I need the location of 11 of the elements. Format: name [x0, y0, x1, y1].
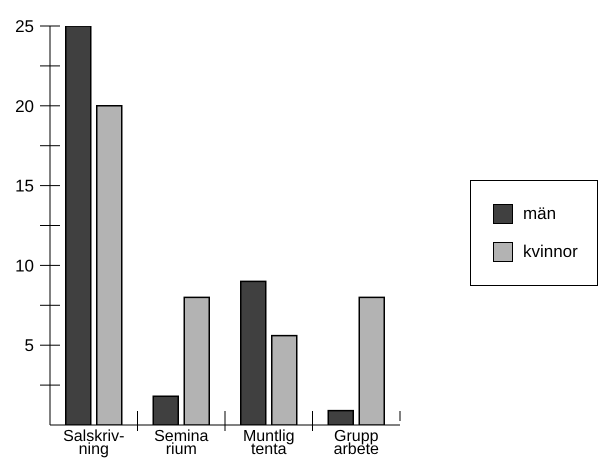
- y-tick-label: 25: [15, 17, 34, 36]
- x-tick-label: Semina rium: [154, 428, 208, 458]
- y-tick-label: 15: [15, 176, 34, 196]
- legend-label: kvinnor: [523, 242, 578, 262]
- x-tick-label: Grupp arbete: [334, 428, 380, 458]
- x-tick-label: Muntlig tenta: [242, 428, 295, 458]
- y-tick-label: 20: [15, 96, 34, 116]
- y-tick-label: 10: [15, 256, 34, 276]
- x-tick-label: Salskriv- ning: [63, 428, 124, 458]
- legend-label: män: [523, 204, 556, 224]
- y-tick-label: 5: [24, 336, 34, 356]
